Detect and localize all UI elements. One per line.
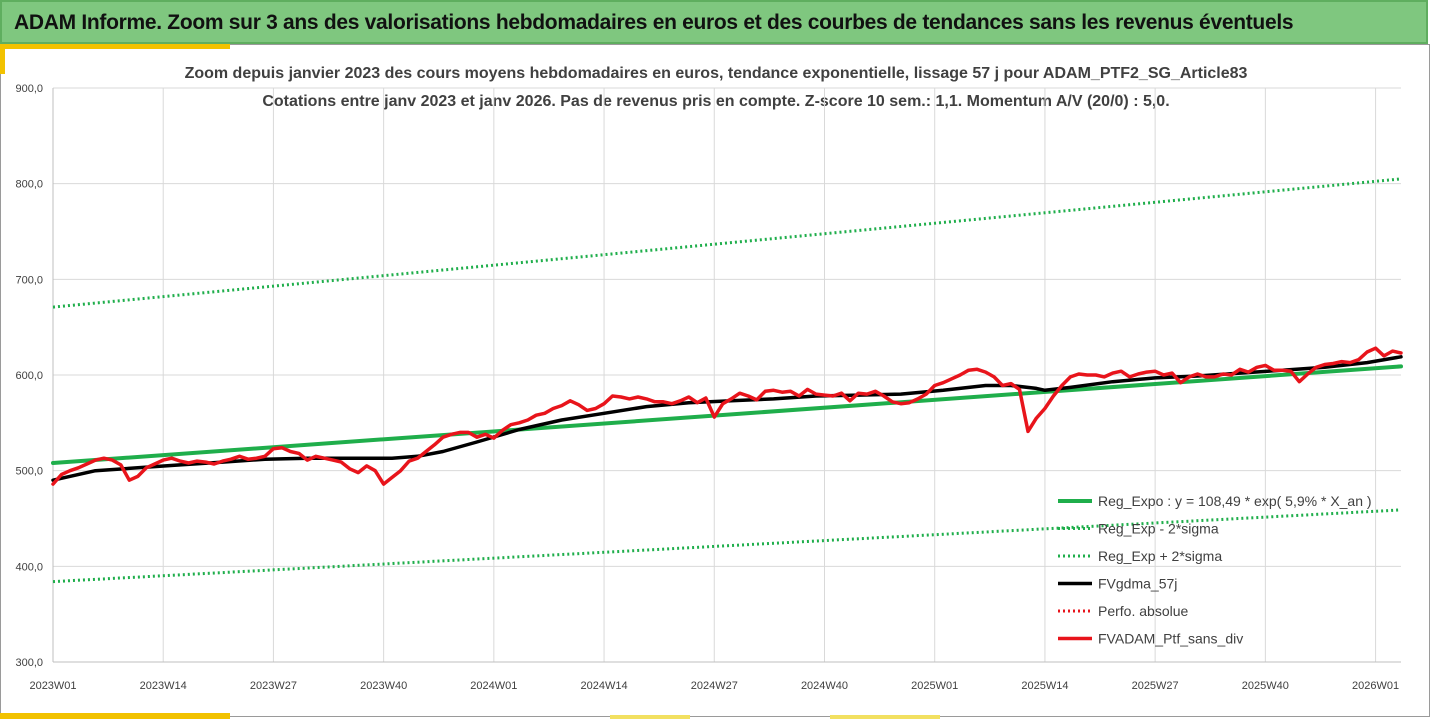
accent-bar-left — [0, 44, 5, 74]
x-tick-label: 2024W27 — [691, 680, 738, 692]
axes: 300,0 400,0 500,0 600,0 700,0 800,0 900,0 2023W… — [15, 83, 1401, 692]
legend: Reg_Expo : y = 108,49 * exp( 5,9% * X_an… — [1058, 493, 1372, 647]
x-tick-label: 2024W14 — [581, 680, 628, 692]
y-tick-label: 700,0 — [15, 274, 43, 286]
x-tick-label: 2025W27 — [1132, 680, 1179, 692]
header-bar: ADAM Informe. Zoom sur 3 ans des valoris… — [0, 0, 1428, 44]
legend-label-perfo: Perfo. absolue — [1098, 603, 1188, 619]
accent-bar-top — [0, 44, 230, 49]
page-title: ADAM Informe. Zoom sur 3 ans des valoris… — [14, 11, 1294, 34]
legend-label-minus2: Reg_Exp - 2*sigma — [1098, 521, 1219, 537]
x-tick-label: 2023W40 — [360, 680, 407, 692]
accent-bar-bottom — [0, 713, 230, 719]
x-tick-label: 2023W01 — [29, 680, 76, 692]
chart-title-line-2: Cotations entre janv 2023 et janv 2026. … — [262, 93, 1170, 110]
accent-bar-bottom-3 — [830, 715, 940, 719]
legend-label-plus2: Reg_Exp + 2*sigma — [1098, 548, 1222, 564]
x-tick-label: 2025W01 — [911, 680, 958, 692]
y-tick-label: 400,0 — [15, 561, 43, 573]
y-tick-label: 500,0 — [15, 466, 43, 478]
chart-title-line-1: Zoom depuis janvier 2023 des cours moyen… — [184, 65, 1248, 82]
x-tick-label: 2024W01 — [470, 680, 517, 692]
y-tick-label: 800,0 — [15, 179, 43, 191]
x-tick-label: 2023W14 — [140, 680, 187, 692]
accent-bar-bottom-2 — [610, 715, 690, 719]
series-line-plus2 — [52, 177, 1402, 309]
legend-label-fvadam: FVADAM_Ptf_sans_div — [1098, 631, 1243, 647]
series-lines — [51, 177, 1403, 584]
y-tick-label: 300,0 — [15, 657, 43, 669]
x-tick-label: 2024W40 — [801, 680, 848, 692]
legend-label-reg_expo: Reg_Expo : y = 108,49 * exp( 5,9% * X_an… — [1098, 493, 1372, 509]
series-line-fvadam — [51, 346, 1403, 486]
y-tick-label: 600,0 — [15, 370, 43, 382]
series-line-reg_expo — [51, 364, 1403, 465]
x-tick-label: 2025W14 — [1021, 680, 1068, 692]
x-tick-label: 2026W01 — [1352, 680, 1399, 692]
chart-frame — [0, 44, 1430, 717]
y-tick-label: 900,0 — [15, 83, 43, 95]
legend-label-fvgdma: FVgdma_57j — [1098, 576, 1177, 592]
x-tick-label: 2025W40 — [1242, 680, 1289, 692]
x-tick-label: 2023W27 — [250, 680, 297, 692]
